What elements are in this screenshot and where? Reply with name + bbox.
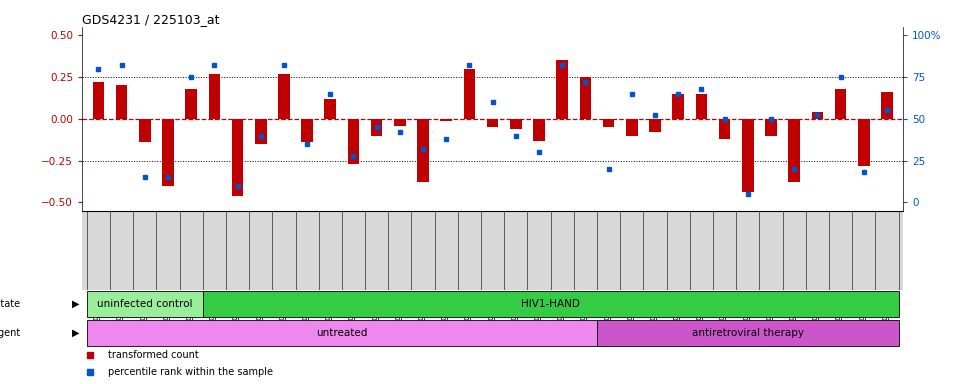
Text: untreated: untreated xyxy=(316,328,368,338)
Bar xyxy=(696,94,707,119)
Text: agent: agent xyxy=(0,328,20,338)
Bar xyxy=(765,119,777,136)
Bar xyxy=(185,89,197,119)
Bar xyxy=(255,119,267,144)
Text: HIV1-HAND: HIV1-HAND xyxy=(522,299,581,309)
Bar xyxy=(278,74,290,119)
Bar xyxy=(881,92,893,119)
Bar xyxy=(464,69,475,119)
Bar xyxy=(348,119,359,164)
Bar xyxy=(301,119,313,142)
Bar xyxy=(672,94,684,119)
Text: percentile rank within the sample: percentile rank within the sample xyxy=(108,367,273,377)
Text: uninfected control: uninfected control xyxy=(97,299,192,309)
Text: ▶: ▶ xyxy=(72,328,80,338)
Text: ▶: ▶ xyxy=(72,299,80,309)
Bar xyxy=(162,119,174,186)
Bar xyxy=(203,291,898,317)
Text: disease state: disease state xyxy=(0,299,20,309)
Bar xyxy=(371,119,383,136)
Bar xyxy=(232,119,243,196)
Bar xyxy=(440,119,452,121)
Bar xyxy=(139,119,151,142)
Text: antiretroviral therapy: antiretroviral therapy xyxy=(692,328,804,338)
Bar xyxy=(597,320,898,346)
Bar xyxy=(556,60,568,119)
Bar xyxy=(487,119,498,127)
Bar xyxy=(209,74,220,119)
Bar xyxy=(788,119,800,182)
Text: transformed count: transformed count xyxy=(108,350,199,360)
Bar xyxy=(87,291,203,317)
Bar xyxy=(394,119,406,126)
Bar xyxy=(87,320,597,346)
Bar xyxy=(649,119,661,132)
Bar xyxy=(533,119,545,141)
Bar xyxy=(510,119,522,129)
Bar xyxy=(811,112,823,119)
Bar xyxy=(835,89,846,119)
Text: GDS4231 / 225103_at: GDS4231 / 225103_at xyxy=(82,13,219,26)
Bar xyxy=(626,119,638,136)
Bar xyxy=(719,119,730,139)
Bar xyxy=(116,85,128,119)
Bar xyxy=(325,99,336,119)
Bar xyxy=(742,119,753,192)
Bar xyxy=(93,82,104,119)
Bar xyxy=(580,77,591,119)
Bar xyxy=(858,119,869,166)
Bar xyxy=(603,119,614,127)
Bar xyxy=(417,119,429,182)
